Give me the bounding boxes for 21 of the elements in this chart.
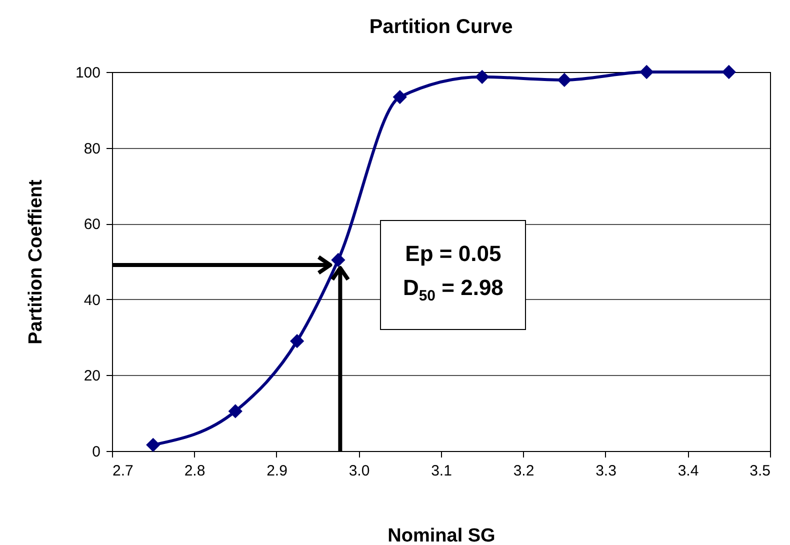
annotation: Ep = 0.05 [404,240,502,268]
chart-title: Partition Curve [369,16,513,38]
y-tick-label: 40 [84,292,100,309]
x-tick-label: 3.0 [348,462,370,480]
x-tick-label: 3.3 [596,462,616,480]
x-tick-label: 2.9 [266,462,288,480]
x-tick-label: 3.5 [750,462,770,480]
y-tick-label: 0 [92,444,100,460]
x-tick-label: 2.8 [184,462,206,480]
x-axis-title: Nominal SG [388,526,496,545]
annotation-box: Ep = 0.05 D$_{50}$ = 2.98 [380,220,526,330]
y-tick-label: 100 [75,64,100,82]
x-tick-label: 3.1 [431,462,452,480]
y-tick-label: 60 [84,216,100,234]
x-tick-label: 2.7 [112,462,134,480]
y-axis-title: Partition Coeffient [25,179,46,344]
y-tick-label: 80 [84,140,100,158]
y-tick-label: 20 [84,368,100,385]
x-tick-label: 3.4 [678,462,699,480]
x-tick-label: 3.2 [513,462,534,480]
annotation: D$_{50}$ = 2.98 [402,274,504,306]
